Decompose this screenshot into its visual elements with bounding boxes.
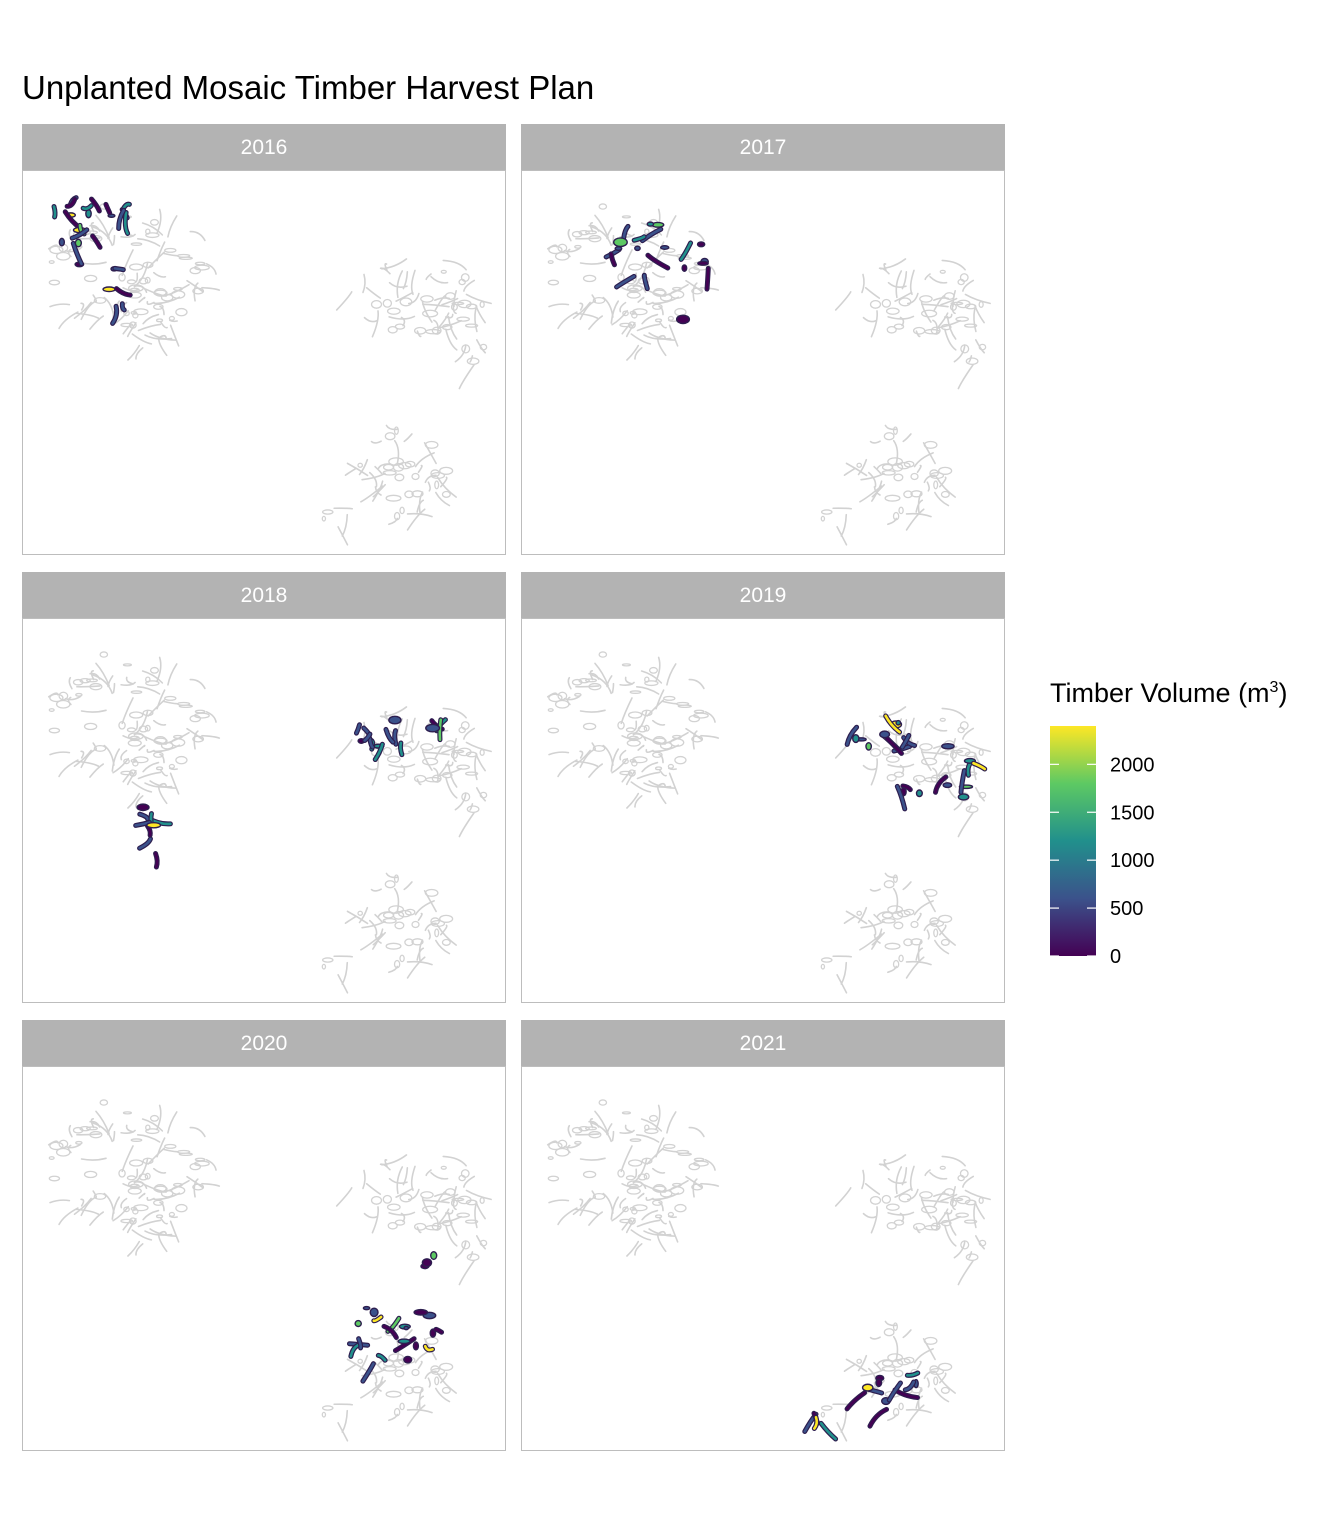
forest-outline-layer <box>47 651 492 994</box>
color-legend: Timber Volume (m3) 0 500 1000 1500 2000 <box>1048 668 1338 978</box>
map-svg <box>47 1099 492 1442</box>
harvest-block-layer <box>802 1370 921 1442</box>
legend-title: Timber Volume (m3) <box>1050 678 1288 708</box>
colorbar-tick-label: 0 <box>1110 946 1121 968</box>
harvest-block-layer <box>603 221 711 325</box>
colorbar: 0 500 1000 1500 2000 <box>1050 726 1155 968</box>
forest-outline-layer <box>47 1099 492 1442</box>
harvest-block-layer <box>844 713 988 812</box>
harvest-block-layer <box>51 195 133 326</box>
facet-strip-label: 2017 <box>521 124 1005 170</box>
colorbar-tick-label: 1000 <box>1110 850 1155 872</box>
colorbar-tick-label: 500 <box>1110 898 1143 920</box>
facet-strip-label: 2020 <box>22 1020 506 1066</box>
map-plot-area <box>521 170 1005 555</box>
map-svg <box>47 195 492 546</box>
map-plot-area <box>22 1066 506 1451</box>
map-plot-area <box>22 618 506 1003</box>
facet-panel-2021: 2021 <box>521 1020 1005 1451</box>
colorbar-tick-label: 2000 <box>1110 754 1155 776</box>
facet-panel-2017: 2017 <box>521 124 1005 555</box>
map-plot-area <box>22 170 506 555</box>
facet-strip-label: 2018 <box>22 572 506 618</box>
forest-outline-layer <box>546 651 991 994</box>
harvest-block-layer <box>133 715 448 870</box>
forest-outline-layer <box>47 203 492 546</box>
colorbar-tick-label: 1500 <box>1110 802 1155 824</box>
map-plot-area <box>521 618 1005 1003</box>
facet-panel-2016: 2016 <box>22 124 506 555</box>
harvest-block-layer <box>346 1250 445 1384</box>
map-svg <box>546 1099 991 1442</box>
chart-title: Unplanted Mosaic Timber Harvest Plan <box>22 69 595 106</box>
facet-panel-2019: 2019 <box>521 572 1005 1003</box>
map-svg <box>546 203 991 546</box>
map-svg <box>546 651 991 994</box>
facet-strip-label: 2016 <box>22 124 506 170</box>
colorbar-gradient <box>1050 726 1096 956</box>
facet-panel-2020: 2020 <box>22 1020 506 1451</box>
forest-outline-layer <box>546 1099 991 1442</box>
facet-strip-label: 2021 <box>521 1020 1005 1066</box>
map-plot-area <box>521 1066 1005 1451</box>
facet-strip-label: 2019 <box>521 572 1005 618</box>
facet-panel-2018: 2018 <box>22 572 506 1003</box>
map-svg <box>47 651 492 994</box>
